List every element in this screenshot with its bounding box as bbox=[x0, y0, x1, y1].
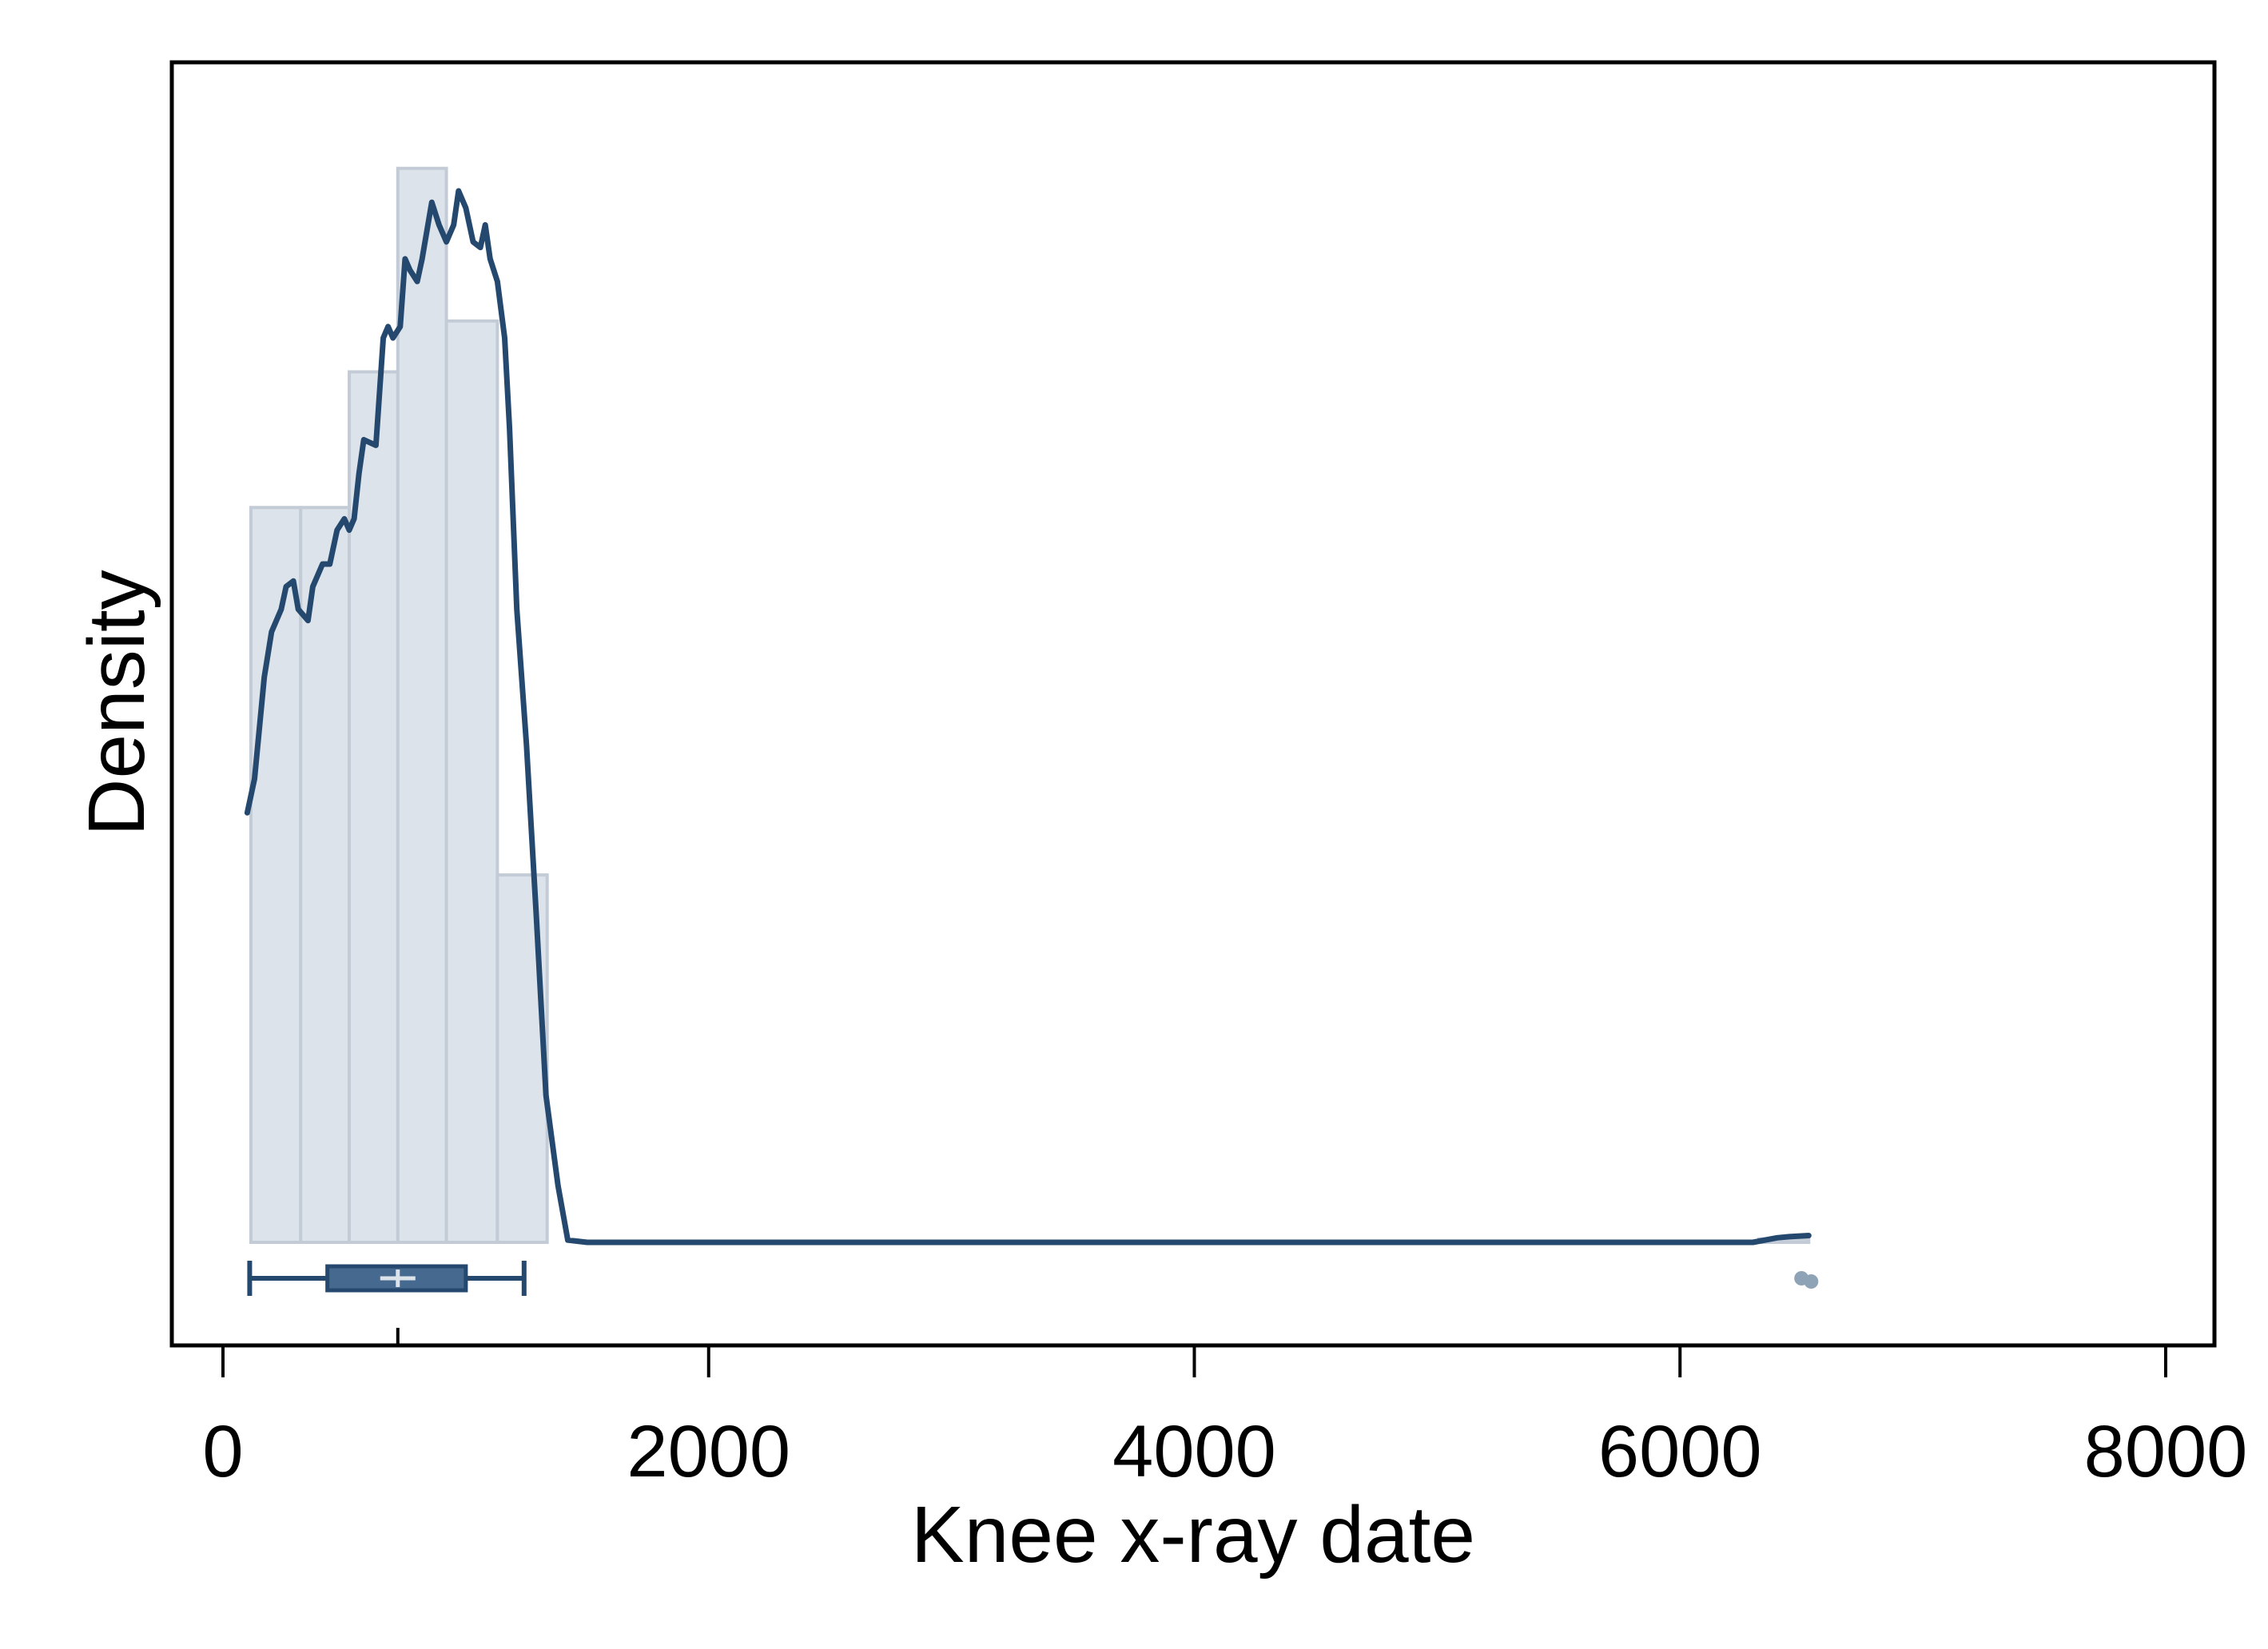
histogram-bars bbox=[249, 166, 1811, 1245]
density-curve bbox=[244, 188, 1812, 1246]
boxplot-outlier-point bbox=[1804, 1274, 1819, 1289]
x-axis-title: Knee x-ray date bbox=[911, 1490, 1475, 1579]
histogram-bar-3 bbox=[348, 370, 400, 1245]
x-tick-label: 0 bbox=[202, 1411, 243, 1492]
x-tick-label: 8000 bbox=[2084, 1411, 2248, 1492]
histogram-bar-1 bbox=[249, 506, 303, 1244]
x-tick-label: 2000 bbox=[627, 1411, 790, 1492]
histogram-bar-4 bbox=[396, 166, 448, 1244]
x-axis-ticks: 0 2000 4000 6000 8000 bbox=[202, 1345, 2247, 1492]
x-tick-label: 6000 bbox=[1598, 1411, 1762, 1492]
density-curve-layer bbox=[244, 188, 1812, 1246]
boxplot bbox=[247, 1261, 1819, 1345]
histogram-bar-2 bbox=[299, 506, 352, 1244]
y-axis-title: Density bbox=[72, 570, 161, 836]
x-tick-label: 4000 bbox=[1112, 1411, 1276, 1492]
histogram-bar-5 bbox=[444, 319, 499, 1244]
